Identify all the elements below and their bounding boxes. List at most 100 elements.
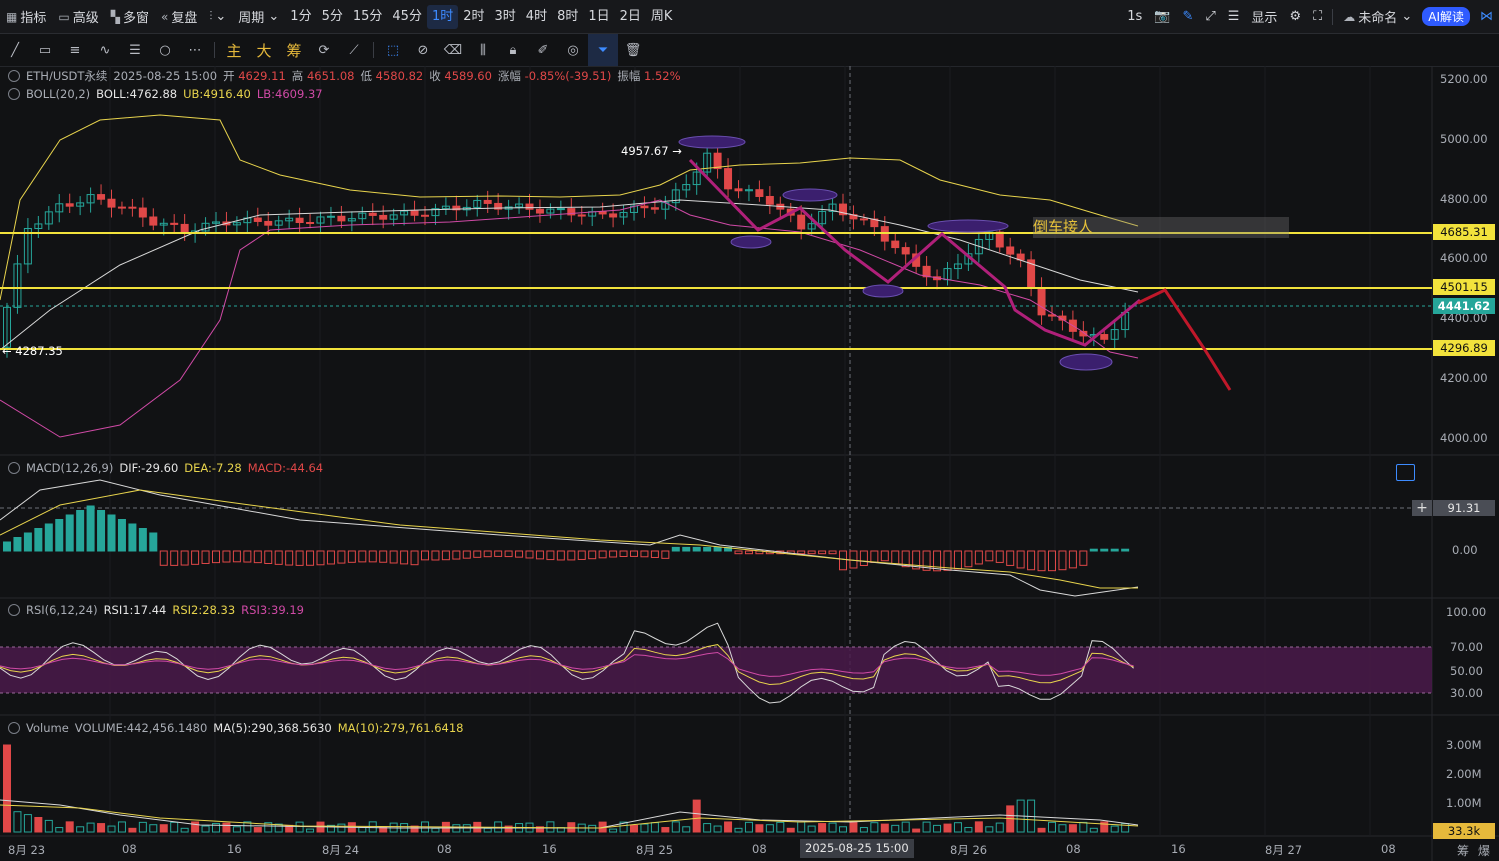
time-axis-label: 08 <box>1066 842 1081 856</box>
timeframe-tab[interactable]: 1分 <box>290 8 312 24</box>
visibility-icon[interactable]: ◎ <box>567 42 579 58</box>
settings-icon[interactable]: ⚙ <box>1289 9 1302 24</box>
volume-bar <box>933 824 942 833</box>
chart-type-button[interactable]: ⫶ ⌄ <box>209 9 227 24</box>
notes-icon[interactable]: ✐ <box>537 42 549 58</box>
workspace-dropdown[interactable]: ☁ 未命名 ⌄ <box>1343 9 1413 26</box>
pattern-tool-icon[interactable]: ∿ <box>99 42 111 58</box>
boll-legend: BOLL(20,2) BOLL:4762.88 UB:4916.40 LB:46… <box>8 87 323 101</box>
camera-icon[interactable]: 📷 <box>1154 9 1171 24</box>
macd-bar <box>609 550 618 558</box>
timeframe-tab[interactable]: 2时 <box>463 8 485 24</box>
macd-bar <box>807 550 816 555</box>
eye-icon[interactable] <box>8 88 20 100</box>
more-tools-icon[interactable]: ⋯ <box>188 42 202 58</box>
list-icon[interactable]: ☰ <box>1227 9 1240 24</box>
candle-body <box>640 205 649 209</box>
refresh-interval[interactable]: 1s <box>1127 9 1143 24</box>
macd-bar <box>441 550 450 561</box>
select-icon[interactable]: ⬚ <box>386 42 400 58</box>
macd-bar <box>515 550 524 558</box>
eye-icon[interactable] <box>8 70 20 82</box>
eye-icon[interactable] <box>8 462 20 474</box>
timeframe-tab[interactable]: 5分 <box>321 8 343 24</box>
eye-icon[interactable] <box>8 604 20 616</box>
volume-bar <box>431 827 440 833</box>
volume-bar <box>880 823 889 833</box>
volume-bar <box>222 822 231 833</box>
timeframe-tab[interactable]: 1时 <box>426 4 459 29</box>
eye-icon[interactable] <box>8 722 20 734</box>
indicators-button[interactable]: ▦ 指标 <box>6 9 47 27</box>
display-button[interactable]: 显示 <box>1251 11 1278 26</box>
macd-bar <box>55 519 64 552</box>
timeframe-tab[interactable]: 周K <box>650 8 673 24</box>
sync-icon[interactable]: ⟳ <box>318 42 330 58</box>
time-axis-label: 8月 23 <box>8 843 46 857</box>
candle-body <box>901 247 910 255</box>
line-tool-icon[interactable]: ╱ <box>11 42 19 58</box>
liquidation-toggle[interactable]: 爆 <box>1478 844 1491 858</box>
filter-icon[interactable]: ⏷ <box>588 34 618 66</box>
fib-tool-icon[interactable]: ☰ <box>129 42 141 58</box>
eraser-icon[interactable]: ⌫ <box>443 42 463 58</box>
candle-body <box>703 152 712 173</box>
macd-bar <box>535 550 544 560</box>
volume-bar <box>23 814 32 833</box>
timeframe-tab[interactable]: 2日 <box>619 8 641 24</box>
timeframe-tab[interactable]: 15分 <box>352 8 383 24</box>
ai-interpret-button[interactable]: AI解读 <box>1422 7 1470 26</box>
chips-toggle[interactable]: 筹 <box>1457 844 1470 858</box>
main-chart-button[interactable]: 主 <box>226 41 242 60</box>
volume-bar <box>170 821 179 833</box>
brush-icon[interactable]: ⟋ <box>349 42 359 58</box>
fullscreen-icon[interactable]: ⛶ <box>1313 9 1323 24</box>
time-axis-label: 16 <box>227 842 242 856</box>
timeframe-tab[interactable]: 4时 <box>525 8 548 24</box>
macd-bar <box>149 532 158 552</box>
big-order-button[interactable]: 大 <box>256 41 272 60</box>
volume-bar <box>1089 827 1098 833</box>
period-dropdown[interactable]: 周期 ⌄ <box>238 9 280 26</box>
candle-body <box>149 216 158 226</box>
add-crosshair-button[interactable]: + <box>1412 500 1432 516</box>
circle-tool-icon[interactable]: ○ <box>159 42 171 58</box>
channel-tool-icon[interactable]: ≡ <box>69 42 81 58</box>
lock-icon[interactable]: 🔒︎ <box>509 42 517 58</box>
chips-button[interactable]: 筹 <box>286 41 302 60</box>
pen-icon[interactable]: ✎ <box>1182 9 1194 24</box>
macd-bar <box>326 550 335 565</box>
timeframe-tab[interactable]: 8时 <box>557 8 579 24</box>
timeframe-tab[interactable]: 3时 <box>494 8 516 24</box>
candle-body <box>347 218 356 222</box>
candle-body <box>1110 329 1119 340</box>
highlight-ellipse <box>862 284 904 298</box>
level-tag-support: 4296.89 <box>1433 340 1495 356</box>
ruler-icon[interactable]: ⫼ <box>480 42 486 58</box>
macd-bar <box>630 550 638 557</box>
macd-bar <box>1068 550 1077 569</box>
magnet-icon[interactable]: ⊘ <box>417 42 429 58</box>
expand-icon[interactable]: ⤢ <box>1205 9 1216 24</box>
volume-bar <box>65 821 74 833</box>
volume-bar <box>859 827 868 833</box>
rectangle-tool-icon[interactable]: ▭ <box>38 42 52 58</box>
share-icon[interactable]: ⋈ <box>1480 9 1493 24</box>
trash-icon[interactable]: 🗑︎ <box>624 42 642 58</box>
timeframe-tab[interactable]: 45分 <box>392 8 422 24</box>
candle-body <box>264 220 273 226</box>
multiwindow-button[interactable]: ▚ 多窗 <box>110 9 149 27</box>
candle-body <box>567 208 576 216</box>
volume-bar <box>358 827 367 833</box>
candle-body <box>839 203 847 216</box>
timeframe-tab[interactable]: 1日 <box>588 8 610 24</box>
highlight-ellipse <box>678 135 746 149</box>
candle-body <box>525 203 534 210</box>
time-axis-label: 8月 24 <box>322 843 360 857</box>
maximize-pane-icon[interactable] <box>1396 464 1415 481</box>
replay-button[interactable]: «复盘 <box>160 9 198 27</box>
advanced-button[interactable]: ▭ 高级 <box>58 9 99 27</box>
text-note[interactable]: 倒车接人 <box>1033 217 1289 238</box>
macd-bar <box>232 550 241 563</box>
